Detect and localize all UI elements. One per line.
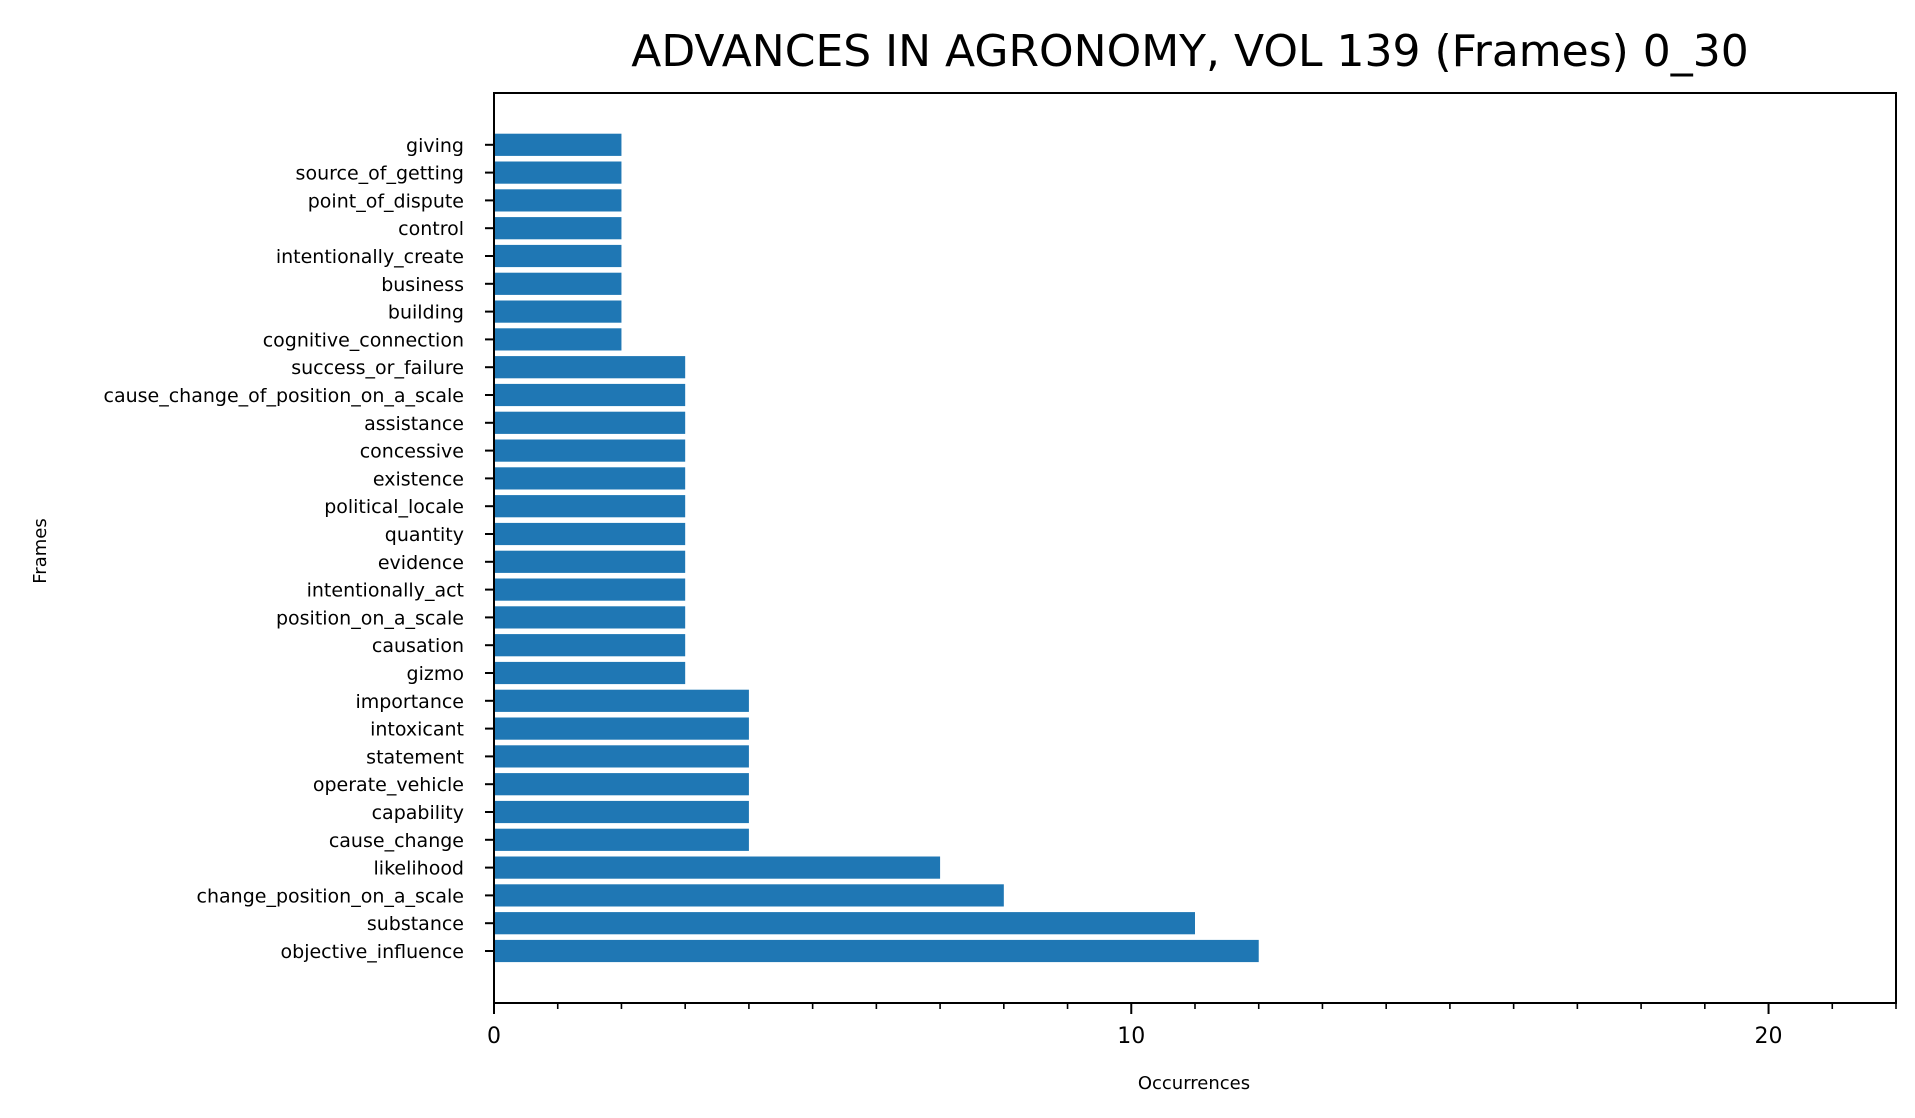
bar-intentionally-create [494, 244, 622, 268]
x-tick-label: 10 [1117, 1024, 1145, 1049]
bar-existence [494, 467, 686, 490]
y-tick-label: assistance [364, 413, 464, 435]
bar-importance [494, 689, 749, 712]
y-tick-label: intentionally_act [307, 580, 464, 602]
bar-concessive [494, 439, 686, 462]
y-tick-label: giving [406, 135, 464, 157]
bar-building [494, 300, 622, 323]
x-tick-label: 0 [487, 1024, 501, 1049]
y-tick-label: operate_vehicle [313, 774, 464, 796]
bar-change-position-on-a-scale [494, 884, 1004, 907]
bar-quantity [494, 522, 686, 546]
bar-business [494, 272, 622, 295]
y-tick-label: gizmo [407, 663, 464, 685]
bar-capability [494, 800, 749, 824]
bar-intentionally-act [494, 578, 686, 601]
bar-assistance [494, 411, 686, 434]
bar-objective-influence [494, 939, 1259, 963]
bar-position-on-a-scale [494, 606, 686, 629]
ticks-layer: objective_influence substance change_posit… [104, 135, 1897, 1049]
bar-likelihood [494, 856, 941, 879]
y-tick-label: intoxicant [370, 719, 464, 741]
y-tick-label: position_on_a_scale [276, 607, 464, 629]
y-tick-label: point_of_dispute [308, 190, 464, 212]
y-tick-label: control [398, 218, 464, 240]
bar-gizmo [494, 661, 686, 685]
plot-frame [493, 92, 1897, 1004]
bar-operate-vehicle [494, 773, 749, 796]
bar-point-of-dispute [494, 189, 622, 212]
x-tick-label: 20 [1755, 1024, 1783, 1049]
y-tick-label: cause_change [329, 830, 464, 852]
y-tick-label: causation [372, 635, 464, 657]
y-tick-label: success_or_failure [291, 357, 464, 379]
bar-cause-change [494, 828, 749, 851]
y-tick-label: political_locale [324, 496, 464, 518]
y-tick-label: substance [367, 913, 464, 935]
y-tick-label: source_of_getting [296, 163, 464, 185]
y-tick-label: intentionally_create [276, 246, 464, 268]
y-tick-label: building [388, 302, 464, 324]
y-tick-label: capability [372, 802, 464, 824]
y-tick-label: quantity [385, 524, 464, 546]
y-tick-label: change_position_on_a_scale [197, 885, 464, 907]
y-tick-label: objective_influence [281, 941, 464, 963]
y-tick-label: business [381, 274, 464, 296]
x-axis-label: Occurrences [1138, 1073, 1250, 1094]
y-tick-label: statement [366, 746, 464, 768]
y-axis-label: Frames [30, 518, 51, 583]
bar-evidence [494, 550, 686, 573]
bar-cognitive-connection [494, 328, 622, 351]
y-tick-label: evidence [378, 552, 464, 574]
y-tick-label: existence [373, 468, 464, 490]
bar-substance [494, 912, 1195, 935]
bar-control [494, 217, 622, 240]
bar-giving [494, 133, 622, 156]
bar-causation [494, 634, 686, 657]
bar-political-locale [494, 495, 686, 518]
bar-success-or-failure [494, 356, 686, 379]
bar-statement [494, 745, 749, 768]
bar-cause-change-of-position-on-a-scale [494, 383, 686, 407]
y-tick-label: likelihood [374, 858, 464, 880]
y-tick-label: importance [355, 691, 464, 713]
bar-source-of-getting [494, 161, 622, 184]
y-tick-label: cognitive_connection [263, 329, 464, 351]
y-tick-label: cause_change_of_position_on_a_scale [104, 385, 464, 407]
bars-layer [494, 133, 1259, 963]
chart-title: ADVANCES IN AGRONOMY, VOL 139 (Frames) 0… [631, 26, 1749, 77]
bar-intoxicant [494, 717, 749, 740]
y-tick-label: concessive [360, 441, 464, 463]
